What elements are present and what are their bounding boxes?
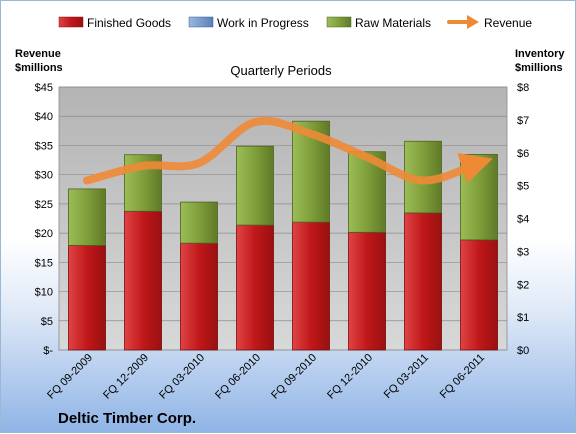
y-right-tick-label: $0	[517, 345, 529, 357]
y-left-tick-label: $-	[43, 345, 53, 357]
legend-label-raw-materials: Raw Materials	[355, 16, 431, 30]
bar-raw-materials	[68, 188, 106, 246]
bar-finished-goods	[68, 245, 106, 351]
x-tick-label: FQ 03-2010	[157, 352, 207, 402]
y-left-tick-label: $10	[35, 287, 53, 299]
y-left-tick-label: $15	[35, 257, 53, 269]
y-right-tick-label: $4	[517, 214, 529, 226]
y-right-ticks: $0 $1 $2 $3 $4 $5 $6 $7 $8	[517, 82, 529, 357]
x-tick-label: FQ 06-2011	[438, 352, 487, 401]
legend-swatch-finished-goods	[58, 16, 84, 28]
y-left-tick-label: $35	[35, 140, 53, 152]
x-tick-label: FQ 06-2010	[213, 352, 263, 402]
y-left-tick-label: $20	[35, 228, 53, 240]
bars	[68, 120, 498, 351]
bar-finished-goods	[404, 212, 442, 351]
y-right-label-line2: $millions	[515, 62, 563, 74]
legend-swatch-raw-materials	[326, 16, 352, 28]
revenue-series	[83, 116, 493, 185]
bar-finished-goods	[180, 242, 218, 351]
y-right-tick-label: $6	[517, 148, 529, 160]
y-left-tick-label: $30	[35, 170, 53, 182]
legend-item-raw-materials: Raw Materials	[326, 16, 431, 30]
x-tick-label: FQ 12-2010	[325, 352, 375, 402]
legend-item-revenue: Revenue	[447, 15, 532, 30]
y-left-tick-label: $45	[35, 82, 53, 94]
y-left-label-line2: $millions	[15, 62, 63, 74]
bar-raw-materials	[180, 201, 218, 244]
legend-label-work-in-progress: Work in Progress	[217, 16, 309, 30]
y-right-tick-label: $1	[517, 312, 529, 324]
y-left-tick-label: $5	[41, 316, 53, 328]
legend-label-finished-goods: Finished Goods	[87, 16, 171, 30]
y-right-tick-label: $5	[517, 181, 529, 193]
x-tick-label: FQ 09-2009	[45, 352, 95, 402]
y-left-tick-label: $25	[35, 199, 53, 211]
y-left-tick-label: $40	[35, 111, 53, 123]
y-left-ticks: $- $5 $10 $15 $20 $25 $30 $35 $40 $45	[35, 82, 54, 357]
x-tick-label: FQ 12-2009	[101, 352, 151, 402]
y-right-tick-label: $3	[517, 246, 529, 258]
bar-finished-goods	[236, 224, 274, 351]
legend-label-revenue: Revenue	[484, 16, 532, 30]
legend-arrow-revenue	[467, 15, 479, 29]
legend: Finished Goods Work in Progress Raw Mate…	[58, 15, 532, 30]
legend-item-finished-goods: Finished Goods	[58, 16, 171, 30]
y-left-label-line1: Revenue	[15, 48, 61, 60]
revenue-line	[83, 116, 493, 185]
x-axis-labels: FQ 09-2009 FQ 12-2009 FQ 03-2010 FQ 06-2010…	[45, 352, 487, 402]
legend-swatch-work-in-progress	[188, 16, 214, 28]
x-tick-label: FQ 09-2010	[269, 352, 319, 402]
bar-finished-goods	[292, 221, 330, 351]
bar-finished-goods	[124, 210, 162, 351]
x-tick-label: FQ 03-2011	[382, 352, 431, 401]
y-right-tick-label: $8	[517, 82, 529, 94]
y-right-tick-label: $2	[517, 279, 529, 291]
y-right-tick-label: $7	[517, 115, 529, 127]
legend-item-work-in-progress: Work in Progress	[188, 16, 309, 30]
bar-finished-goods	[348, 231, 386, 351]
chart-subtitle: Quarterly Periods	[230, 63, 332, 78]
y-right-label-line1: Inventory	[515, 48, 565, 60]
bar-raw-materials	[236, 145, 274, 226]
bar-finished-goods	[460, 239, 498, 351]
company-name: Deltic Timber Corp.	[58, 410, 196, 427]
